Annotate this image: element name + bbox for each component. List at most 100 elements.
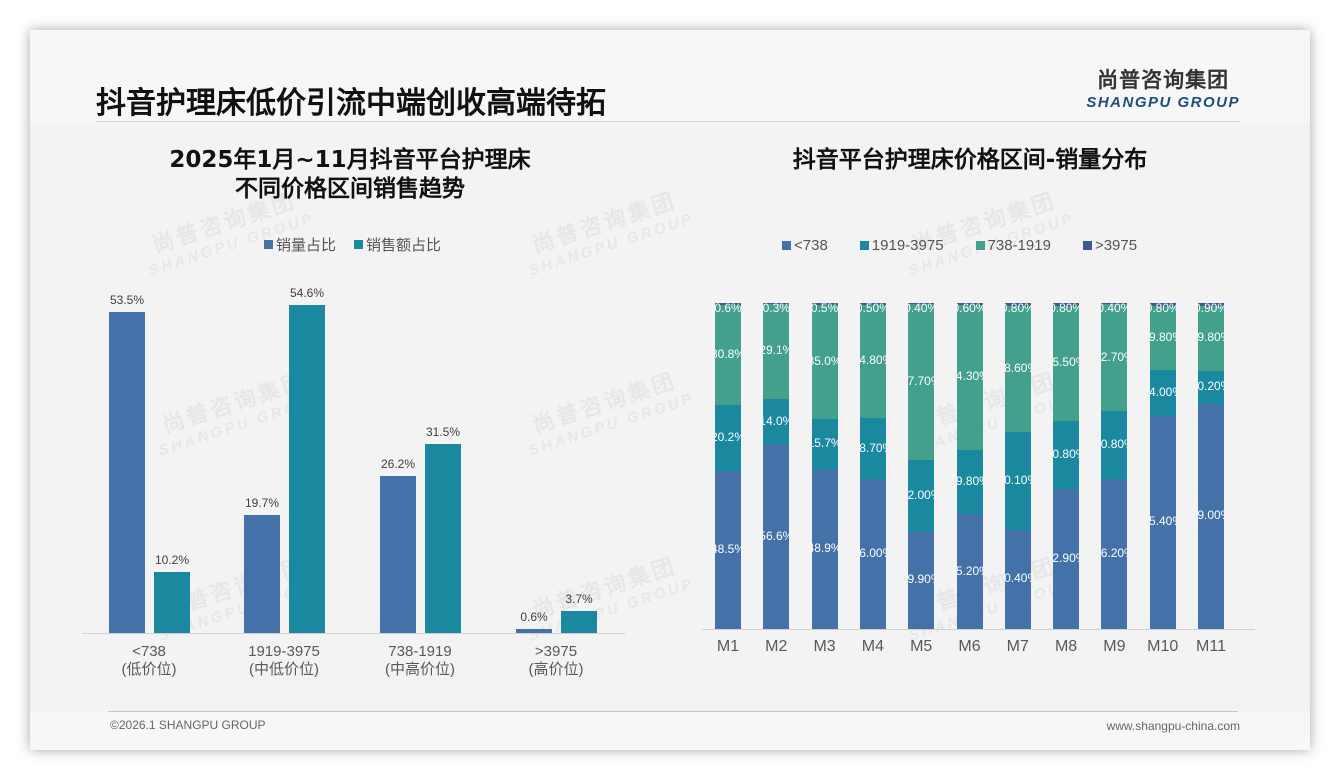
bar-segment: 0.40%	[908, 303, 935, 315]
bar-value-label: 54.6%	[289, 286, 325, 301]
segment-value-label: 30.8%	[715, 347, 741, 362]
segment-value-label: 69.00%	[1198, 508, 1224, 523]
bar-segment: 0.80%	[1053, 303, 1080, 315]
bar-segment: 46.20%	[1101, 478, 1128, 629]
footer-website: www.shangpu-china.com	[1106, 719, 1240, 733]
segment-value-label: 0.80%	[1005, 303, 1031, 315]
bar	[561, 610, 597, 633]
bar-value-label: 31.5%	[425, 425, 461, 439]
bar-segment: 19.80%	[1149, 305, 1176, 371]
stacked-bar: 46.20% 20.80% 32.70% 0.40%	[1101, 303, 1128, 629]
bar-value-label: 26.2%	[380, 456, 416, 471]
segment-value-label: 18.70%	[859, 440, 886, 455]
bar	[516, 629, 552, 633]
month-label: M4	[861, 638, 884, 655]
x-axis-label: >3975 (高价位)	[496, 643, 616, 679]
segment-value-label: 0.60%	[957, 303, 983, 315]
bar-segment: 10.20%	[1198, 370, 1224, 404]
bar-segment: 0.5%	[811, 303, 838, 315]
bar	[154, 571, 190, 633]
category-tier: (中低价位)	[249, 661, 319, 678]
stacked-bar: 30.40% 30.10% 38.60% 0.80%	[1004, 303, 1031, 629]
bar-segment: 35.50%	[1053, 305, 1080, 422]
watermark-cn: 尚普咨询集团	[529, 367, 680, 438]
slide: 抖音护理床低价引流中端创收高端待拓 尚普咨询集团 SHANGPU GROUP 尚…	[30, 30, 1310, 750]
segment-value-label: 38.60%	[1004, 360, 1031, 375]
bar-segment: 14.0%	[763, 398, 790, 445]
segment-value-label: 42.90%	[1053, 551, 1079, 566]
legend-label: <738	[794, 237, 828, 254]
bar-segment: 29.90%	[908, 531, 935, 629]
segment-value-label: 0.50%	[860, 303, 886, 315]
bar-segment: 48.9%	[811, 469, 838, 629]
category-range: <738	[132, 643, 166, 660]
segment-value-label: 0.3%	[763, 303, 790, 315]
bar-segment: 14.00%	[1149, 370, 1176, 416]
bar-value-label: 3.7%	[565, 591, 593, 606]
stacked-bar: 35.20% 19.80% 44.30% 0.60%	[956, 303, 983, 629]
bar-segment: 20.80%	[1101, 410, 1128, 479]
segment-value-label: 48.9%	[812, 541, 838, 556]
stacked-bar: 29.90% 22.00% 47.70% 0.40%	[908, 303, 935, 629]
month-label: M2	[765, 638, 788, 655]
header-divider	[96, 121, 1240, 122]
segment-value-label: 14.00%	[1149, 384, 1176, 399]
legend-item-gt3975: >3975	[1082, 237, 1138, 254]
segment-value-label: 46.00%	[859, 546, 886, 560]
segment-value-label: 34.80%	[859, 353, 886, 368]
segment-value-label: 20.80%	[1101, 436, 1127, 451]
footer	[30, 711, 1310, 750]
legend-item-1919-3975: 1919-3975	[859, 237, 944, 254]
bar-value-label: 0.6%	[520, 610, 548, 625]
legend-label: 销量占比	[276, 237, 337, 254]
bar-segment: 0.80%	[1149, 303, 1176, 315]
stacked-bar: 56.6% 14.0% 29.1% 0.3%	[763, 303, 790, 629]
bar	[244, 514, 280, 633]
month-label: M10	[1147, 638, 1179, 655]
segment-value-label: 29.1%	[763, 343, 789, 358]
legend-item-revenue: 销售额占比	[354, 234, 441, 255]
right-x-axis	[702, 629, 1255, 630]
segment-value-label: 0.80%	[1053, 303, 1079, 315]
left-chart-legend: 销量占比 销售额占比	[264, 234, 441, 255]
segment-value-label: 19.80%	[1198, 330, 1224, 345]
legend-label: 738-1919	[987, 237, 1051, 254]
right-chart-title: 抖音平台护理床价格区间-销量分布	[792, 147, 1148, 173]
segment-value-label: 15.7%	[812, 436, 838, 451]
bar-segment: 47.70%	[908, 304, 935, 460]
legend-item-738-1919: 738-1919	[975, 237, 1051, 254]
month-label: M8	[1054, 638, 1078, 655]
logo-en: SHANGPU GROUP	[1086, 94, 1240, 111]
segment-value-label: 20.80%	[1053, 447, 1079, 462]
logo-cn: 尚普咨询集团	[1097, 68, 1230, 92]
bar-segment: 46.00%	[859, 479, 886, 629]
segment-value-label: 35.20%	[956, 563, 983, 578]
page-title: 抖音护理床低价引流中端创收高端待拓	[96, 86, 606, 121]
category-tier: (低价位)	[121, 661, 177, 678]
legend-item-lt738: <738	[782, 237, 828, 254]
bar-segment: 32.70%	[1101, 304, 1128, 411]
left-chart-title-line2: 不同价格区间销售趋势	[235, 176, 465, 202]
segment-value-label: 0.90%	[1198, 303, 1224, 315]
segment-value-label: 10.20%	[1198, 379, 1224, 394]
segment-value-label: 22.00%	[908, 487, 934, 502]
category-tier: (中高价位)	[385, 661, 455, 678]
watermark-en: SHANGPU GROUP	[526, 389, 697, 460]
left-x-axis	[82, 633, 625, 634]
legend-label: 销售额占比	[366, 237, 442, 254]
category-range: 738-1919	[388, 643, 452, 660]
bar-segment: 0.50%	[859, 303, 886, 315]
stacked-bar: 46.00% 18.70% 34.80% 0.50%	[859, 303, 886, 629]
bar-segment: 30.10%	[1004, 431, 1031, 530]
month-label: M3	[813, 638, 836, 655]
stacked-bar: 48.9% 15.7% 35.0% 0.5%	[811, 303, 838, 629]
bar-segment: 38.60%	[1004, 305, 1031, 432]
x-axis-label: 738-1919 (中高价位)	[360, 643, 480, 679]
bar	[425, 444, 461, 633]
month-label: M7	[1006, 638, 1029, 655]
segment-value-label: 19.80%	[956, 473, 983, 488]
legend-label: >3975	[1094, 237, 1138, 254]
bar-value-label: 10.2%	[154, 552, 190, 567]
bar-segment: 35.20%	[956, 514, 983, 629]
bar-segment: 30.8%	[715, 304, 741, 406]
